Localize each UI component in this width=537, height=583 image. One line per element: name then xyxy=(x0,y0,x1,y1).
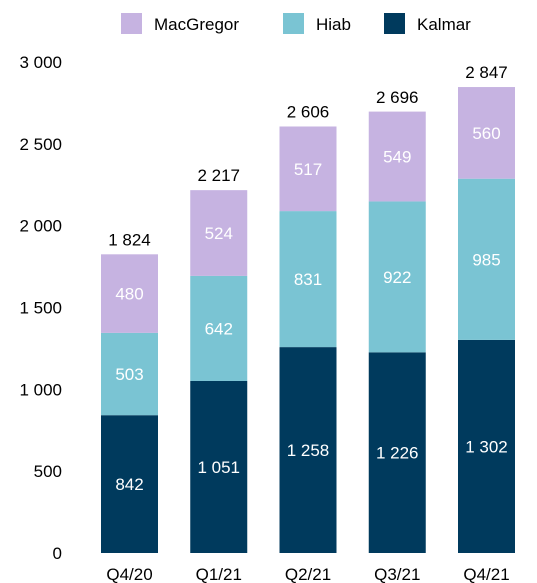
value-label-hiab-q4-21: 985 xyxy=(472,250,500,269)
bar-hiab-q3-21 xyxy=(368,201,426,353)
bar-macgregor-q3-21 xyxy=(368,111,426,202)
x-axis: Q4/20 Q1/21 Q2/21 Q3/21 Q4/21 xyxy=(106,565,509,583)
value-label-hiab-q3-21: 922 xyxy=(383,268,411,287)
y-tick-label-0: 0 xyxy=(53,544,62,563)
total-label-q3-21: 2 696 xyxy=(376,88,419,107)
x-tick-label-q2-21: Q2/21 xyxy=(285,565,331,583)
bar-group-q2-21: 1 258 831 517 2 606 xyxy=(279,102,337,553)
legend-item-hiab: Hiab xyxy=(283,13,351,34)
value-label-macgregor-q3-21: 549 xyxy=(383,148,411,167)
bar-kalmar-q3-21 xyxy=(368,352,426,553)
bar-hiab-q2-21 xyxy=(279,211,337,348)
bars: 842 503 480 1 824 1 051 642 524 2 217 1 258 831 51… xyxy=(101,63,515,553)
bar-group-q3-21: 1 226 922 549 2 696 xyxy=(368,88,426,553)
bar-macgregor-q4-21 xyxy=(458,87,515,179)
bar-group-q1-21: 1 051 642 524 2 217 xyxy=(190,166,248,553)
value-label-macgregor-q4-21: 560 xyxy=(472,124,500,143)
x-tick-label-q4-20: Q4/20 xyxy=(106,565,152,583)
value-label-macgregor-q4-20: 480 xyxy=(115,285,143,304)
y-tick-label-500: 500 xyxy=(34,462,62,481)
value-label-kalmar-q4-21: 1 302 xyxy=(465,437,508,456)
bar-group-q4-20: 842 503 480 1 824 xyxy=(101,230,158,553)
legend-item-macgregor: MacGregor xyxy=(121,13,239,34)
legend-label-kalmar: Kalmar xyxy=(417,15,471,34)
bar-macgregor-q4-20 xyxy=(101,254,158,333)
value-label-hiab-q1-21: 642 xyxy=(205,319,233,338)
bar-hiab-q4-20 xyxy=(101,332,158,416)
legend: MacGregor Hiab Kalmar xyxy=(121,13,471,34)
bar-macgregor-q2-21 xyxy=(279,126,337,212)
x-tick-label-q3-21: Q3/21 xyxy=(374,565,420,583)
total-label-q4-21: 2 847 xyxy=(465,63,508,82)
value-label-kalmar-q4-20: 842 xyxy=(115,475,143,494)
bar-kalmar-q1-21 xyxy=(190,380,248,553)
bar-group-q4-21: 1 302 985 560 2 847 xyxy=(458,63,515,553)
total-label-q4-20: 1 824 xyxy=(108,230,151,249)
value-label-hiab-q4-20: 503 xyxy=(115,365,143,384)
x-tick-label-q4-21: Q4/21 xyxy=(463,565,509,583)
value-label-macgregor-q2-21: 517 xyxy=(294,160,322,179)
y-tick-label-3000: 3 000 xyxy=(19,53,62,72)
value-label-kalmar-q2-21: 1 258 xyxy=(287,441,330,460)
y-axis: 0 500 1 000 1 500 2 000 2 500 3 000 xyxy=(19,53,62,563)
value-label-kalmar-q1-21: 1 051 xyxy=(197,458,240,477)
legend-label-hiab: Hiab xyxy=(316,15,351,34)
bar-kalmar-q4-21 xyxy=(458,339,515,553)
legend-swatch-hiab xyxy=(283,13,304,34)
x-tick-label-q1-21: Q1/21 xyxy=(196,565,242,583)
bar-kalmar-q4-20 xyxy=(101,415,158,553)
bar-hiab-q4-21 xyxy=(458,178,515,340)
bar-macgregor-q1-21 xyxy=(190,190,248,276)
y-tick-label-1000: 1 000 xyxy=(19,380,62,399)
value-label-macgregor-q1-21: 524 xyxy=(205,224,233,243)
y-tick-label-1500: 1 500 xyxy=(19,299,62,318)
total-label-q2-21: 2 606 xyxy=(287,102,330,121)
legend-swatch-macgregor xyxy=(121,13,142,34)
bar-hiab-q1-21 xyxy=(190,275,248,381)
legend-label-macgregor: MacGregor xyxy=(154,15,239,34)
value-label-hiab-q2-21: 831 xyxy=(294,270,322,289)
y-tick-label-2000: 2 000 xyxy=(19,217,62,236)
y-tick-label-2500: 2 500 xyxy=(19,135,62,154)
bar-kalmar-q2-21 xyxy=(279,347,337,553)
value-label-kalmar-q3-21: 1 226 xyxy=(376,444,419,463)
total-label-q1-21: 2 217 xyxy=(197,166,240,185)
legend-item-kalmar: Kalmar xyxy=(384,13,471,34)
legend-swatch-kalmar xyxy=(384,13,405,34)
